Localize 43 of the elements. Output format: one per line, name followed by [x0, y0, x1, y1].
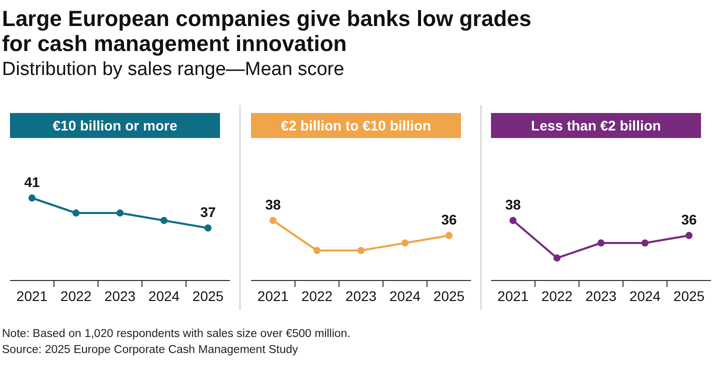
data-label: 37	[200, 204, 216, 220]
point	[445, 232, 453, 240]
point	[401, 239, 409, 247]
x-tick-label: 2024	[389, 288, 421, 304]
point	[28, 194, 36, 202]
data-label: 41	[24, 174, 40, 190]
point	[641, 239, 649, 247]
x-tick-label: 2022	[301, 288, 333, 304]
text: Distribution by sales range—Mean score	[2, 59, 344, 80]
x-tick-label: 2022	[60, 288, 92, 304]
data-label: 38	[505, 196, 521, 212]
text: Note: Based on 1,020 respondents with sales size over €500 million.	[2, 328, 350, 340]
x-tick-label: 2025	[192, 288, 224, 304]
x-tick-label: 2024	[148, 288, 180, 304]
text: Large European companies give banks low grades for cash management innovation	[2, 6, 532, 56]
point	[553, 254, 561, 262]
chart-title: Less than €2 billion	[531, 118, 661, 134]
data-label: 36	[681, 212, 697, 228]
data-label: 36	[441, 212, 457, 228]
x-tick-label: 2024	[629, 288, 661, 304]
x-tick-label: 2025	[433, 288, 465, 304]
point	[72, 209, 80, 217]
x-tick-label: 2023	[104, 288, 136, 304]
point	[509, 216, 517, 224]
point	[597, 239, 605, 247]
x-tick-label: 2021	[16, 288, 48, 304]
x-tick-label: 2021	[257, 288, 289, 304]
data-label: 38	[265, 196, 281, 212]
chart-title: €2 billion to €10 billion	[280, 118, 432, 134]
point	[204, 224, 212, 232]
point	[269, 216, 277, 224]
point	[160, 216, 168, 224]
source-note: Source: 2025 Europe Corporate Cash Management Study	[2, 344, 298, 356]
x-tick-label: 2022	[541, 288, 573, 304]
x-tick-label: 2023	[345, 288, 377, 304]
x-tick-label: 2025	[673, 288, 705, 304]
point	[313, 246, 321, 254]
point	[357, 246, 365, 254]
x-tick-label: 2021	[497, 288, 529, 304]
point	[116, 209, 124, 217]
x-tick-label: 2023	[585, 288, 617, 304]
point	[685, 232, 693, 240]
chart-title: €10 billion or more	[52, 118, 178, 134]
